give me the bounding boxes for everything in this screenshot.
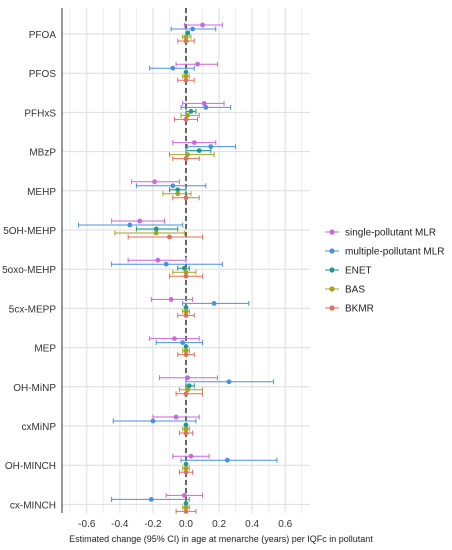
estimate-point — [188, 109, 194, 114]
category-label: OH-MiNP — [13, 383, 56, 394]
category-label: 5cx-MEPP — [9, 304, 57, 315]
estimate-point — [183, 313, 189, 318]
estimate-point — [211, 301, 217, 306]
estimate-point — [196, 148, 202, 154]
estimate-point — [153, 230, 159, 236]
estimate-point — [186, 383, 192, 389]
x-tick-label: 0.2 — [212, 519, 226, 530]
x-tick-label: -0.6 — [78, 519, 96, 530]
estimate-point — [226, 379, 232, 385]
estimate-point — [183, 309, 189, 314]
category-label: 5OH-MEHP — [3, 226, 56, 237]
category-label: 5oxo-MEHP — [2, 265, 56, 276]
estimate-point — [183, 305, 189, 310]
estimate-point — [183, 505, 189, 510]
estimate-point — [183, 38, 189, 44]
estimate-point — [170, 183, 176, 189]
estimate-point — [183, 509, 189, 514]
estimate-point — [200, 22, 205, 28]
estimate-point — [183, 469, 189, 475]
estimate-point — [183, 391, 189, 397]
estimate-point — [183, 73, 189, 79]
x-tick-label: 0.6 — [278, 519, 292, 530]
estimate-point — [127, 222, 133, 228]
estimate-point — [163, 261, 169, 267]
estimate-point — [183, 156, 189, 162]
category-label: OH-MINCH — [5, 461, 56, 472]
category-label: MEP — [34, 344, 56, 355]
estimate-point — [183, 422, 189, 428]
category-label: MBzP — [29, 148, 56, 159]
estimate-point — [201, 101, 207, 106]
x-tick-label: -0.4 — [111, 519, 129, 530]
x-tick-label: 0.4 — [245, 519, 259, 530]
estimate-point — [185, 387, 191, 393]
estimate-point — [170, 65, 176, 71]
estimate-point — [168, 297, 174, 302]
estimate-point — [152, 179, 157, 185]
estimate-point — [137, 218, 143, 224]
estimate-point — [183, 34, 189, 40]
x-tick-label: -0.2 — [144, 519, 162, 530]
x-axis-title: Estimated change (95% CI) in age at mena… — [69, 534, 373, 544]
estimate-point — [208, 144, 214, 150]
estimate-point — [183, 501, 189, 506]
legend-marker — [329, 267, 335, 273]
x-tick-label: 0.0 — [179, 519, 193, 530]
estimate-point — [183, 195, 189, 201]
legend-marker — [329, 248, 335, 254]
category-label: PFOA — [29, 30, 57, 41]
estimate-point — [155, 257, 161, 263]
estimate-point — [175, 191, 181, 197]
legend-label: BKMR — [345, 304, 374, 315]
estimate-point — [183, 273, 189, 279]
estimate-point — [172, 336, 177, 341]
estimate-point — [185, 375, 191, 381]
category-label: PFHxS — [24, 108, 56, 119]
estimate-point — [185, 152, 191, 158]
category-label: cxMiNP — [22, 422, 57, 433]
legend-marker — [329, 305, 335, 311]
estimate-point — [183, 348, 189, 353]
estimate-point — [188, 453, 194, 459]
category-label: MEHP — [27, 187, 56, 198]
estimate-point — [183, 117, 189, 122]
estimate-point — [183, 77, 189, 83]
estimate-point — [150, 418, 156, 424]
legend-label: multiple-pollutant MLR — [345, 247, 445, 258]
estimate-point — [185, 30, 191, 36]
estimate-point — [190, 26, 196, 32]
legend-label: single-pollutant MLR — [345, 228, 436, 239]
estimate-point — [167, 234, 172, 240]
estimate-point — [203, 105, 209, 110]
legend-marker — [329, 286, 335, 292]
estimate-point — [191, 140, 197, 146]
estimate-point — [181, 265, 187, 271]
estimate-point — [181, 493, 187, 498]
estimate-point — [183, 352, 189, 357]
estimate-point — [185, 113, 191, 118]
estimate-point — [153, 226, 159, 232]
estimate-point — [183, 269, 189, 275]
estimate-point — [175, 187, 181, 193]
estimate-point — [173, 414, 179, 420]
estimate-point — [183, 69, 189, 75]
estimate-point — [183, 461, 189, 467]
estimate-point — [224, 457, 230, 463]
estimate-point — [148, 497, 154, 502]
legend-marker — [329, 229, 335, 235]
category-label: cx-MINCH — [10, 500, 56, 511]
estimate-point — [195, 61, 200, 67]
legend-label: BAS — [345, 285, 365, 296]
estimate-point — [183, 426, 189, 432]
estimate-point — [180, 340, 186, 345]
estimate-point — [183, 465, 189, 471]
category-label: PFOS — [29, 69, 57, 80]
legend-label: ENET — [345, 266, 372, 277]
estimate-point — [183, 344, 189, 349]
estimate-point — [183, 430, 189, 436]
